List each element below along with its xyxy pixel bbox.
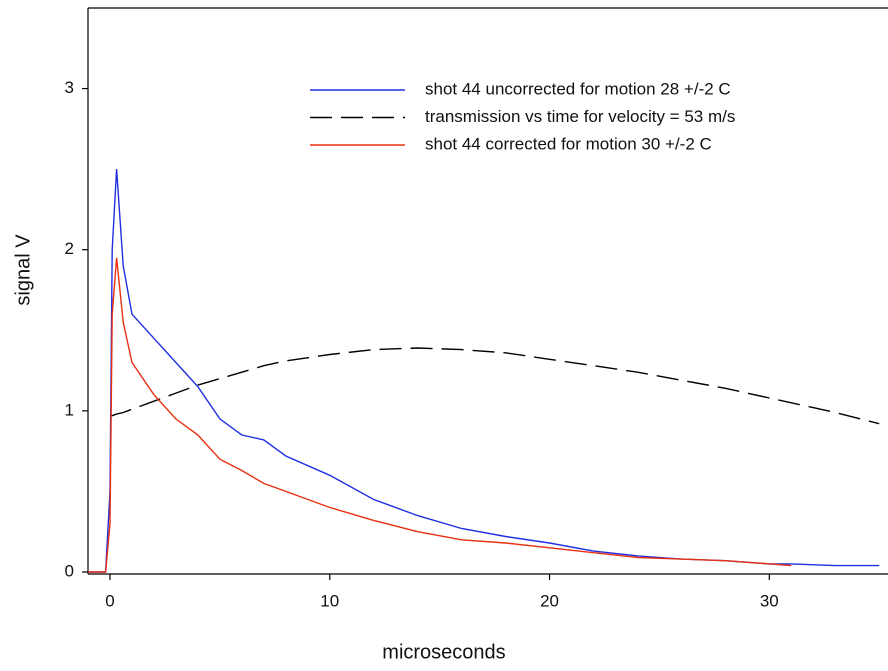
y-tick-label: 1 bbox=[65, 400, 74, 419]
x-tick-label: 10 bbox=[320, 591, 339, 610]
y-axis-label: signal V bbox=[12, 234, 34, 306]
series-line bbox=[88, 257, 792, 573]
x-axis-label: microseconds bbox=[382, 641, 505, 663]
x-tick-label: 0 bbox=[105, 591, 114, 610]
x-tick-label: 20 bbox=[540, 591, 559, 610]
legend-label: shot 44 corrected for motion 30 +/-2 C bbox=[425, 134, 712, 153]
x-tick-label: 30 bbox=[760, 591, 779, 610]
series-line bbox=[88, 169, 880, 573]
y-tick-label: 3 bbox=[65, 78, 74, 97]
legend-label: transmission vs time for velocity = 53 m… bbox=[425, 107, 735, 126]
series-line bbox=[110, 347, 880, 425]
y-tick-label: 2 bbox=[65, 239, 74, 258]
legend-label: shot 44 uncorrected for motion 28 +/-2 C bbox=[425, 79, 731, 98]
y-tick-label: 0 bbox=[65, 561, 74, 580]
